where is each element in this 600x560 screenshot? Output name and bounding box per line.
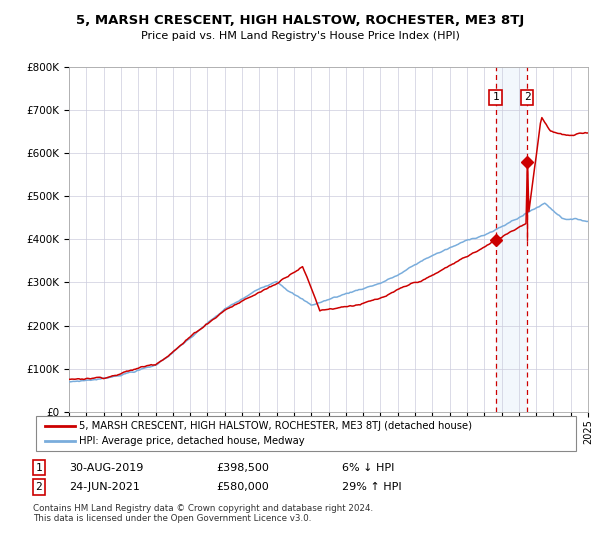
Text: 1: 1 [492,92,499,102]
Text: 1: 1 [35,463,43,473]
Text: 2: 2 [524,92,530,102]
Text: £398,500: £398,500 [216,463,269,473]
Text: £580,000: £580,000 [216,482,269,492]
Text: HPI: Average price, detached house, Medway: HPI: Average price, detached house, Medw… [79,436,305,446]
Text: 5, MARSH CRESCENT, HIGH HALSTOW, ROCHESTER, ME3 8TJ (detached house): 5, MARSH CRESCENT, HIGH HALSTOW, ROCHEST… [79,421,472,431]
Bar [496,67,527,412]
Text: 2: 2 [35,482,43,492]
Text: 29% ↑ HPI: 29% ↑ HPI [342,482,401,492]
Text: 24-JUN-2021: 24-JUN-2021 [69,482,140,492]
Text: Contains HM Land Registry data © Crown copyright and database right 2024.
This d: Contains HM Land Registry data © Crown c… [33,504,373,524]
Text: 30-AUG-2019: 30-AUG-2019 [69,463,143,473]
Text: 6% ↓ HPI: 6% ↓ HPI [342,463,394,473]
Text: 5, MARSH CRESCENT, HIGH HALSTOW, ROCHESTER, ME3 8TJ: 5, MARSH CRESCENT, HIGH HALSTOW, ROCHEST… [76,14,524,27]
Text: Price paid vs. HM Land Registry's House Price Index (HPI): Price paid vs. HM Land Registry's House … [140,31,460,41]
